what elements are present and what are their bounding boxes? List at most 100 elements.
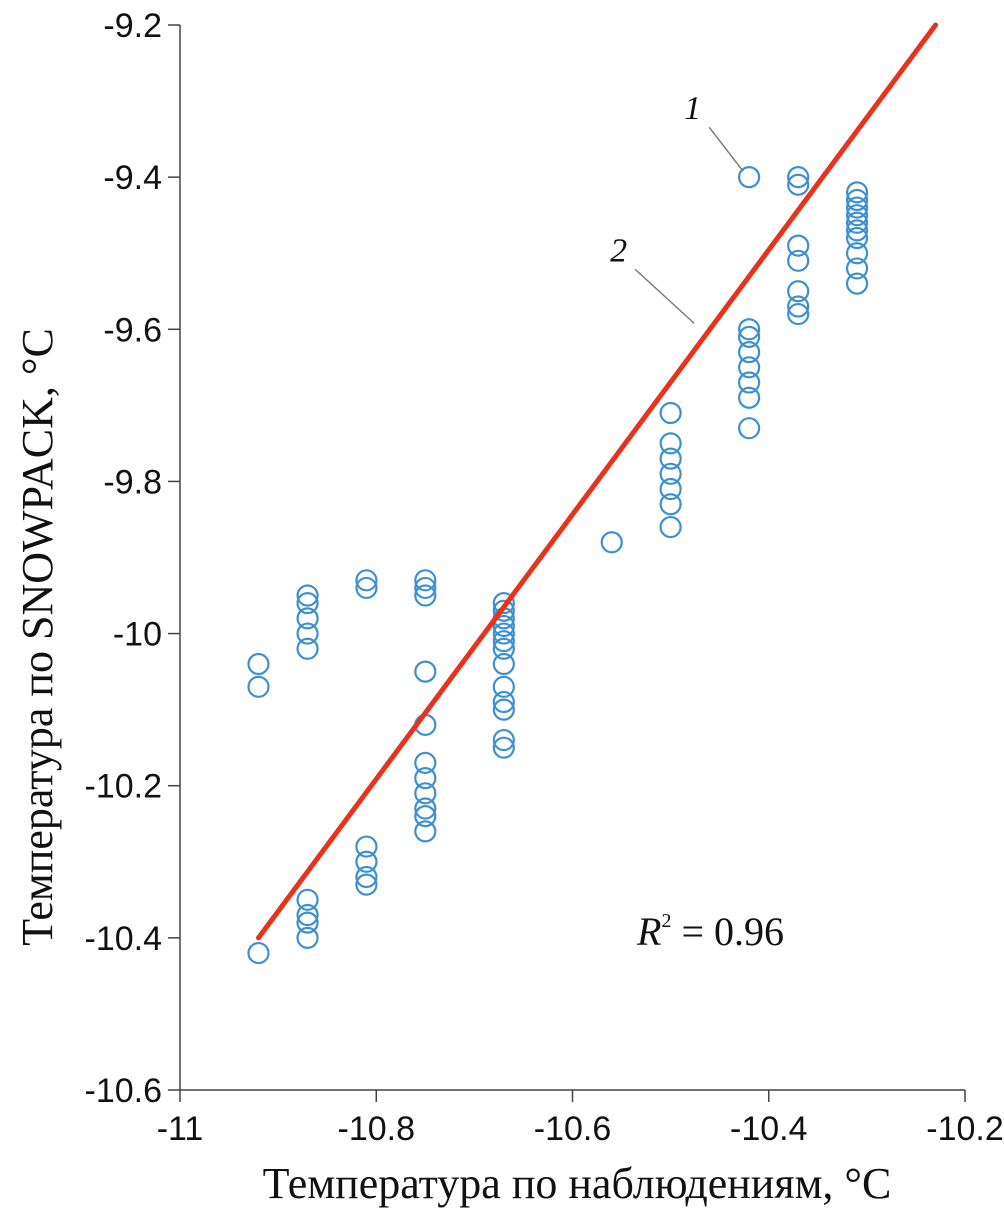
y-tick-label: -9.8 bbox=[103, 463, 162, 501]
data-point bbox=[659, 462, 682, 485]
data-point bbox=[738, 166, 761, 189]
data-point bbox=[355, 850, 378, 873]
data-point bbox=[787, 280, 810, 303]
data-point bbox=[492, 630, 515, 653]
data-point bbox=[659, 493, 682, 516]
data-point bbox=[247, 652, 270, 676]
data-point bbox=[492, 728, 515, 752]
r-squared-superscript: 2 bbox=[661, 910, 671, 932]
annotations: 12 bbox=[610, 90, 744, 324]
data-point bbox=[296, 607, 319, 630]
data-point bbox=[659, 432, 682, 455]
x-axis-ticks: -11 -10.8 -10.6 -10.4 -10.2 bbox=[157, 1090, 1004, 1148]
y-tick-label: -10.6 bbox=[85, 1072, 163, 1110]
data-point bbox=[845, 204, 869, 227]
r-squared-label: R2 = 0.96 bbox=[636, 909, 784, 954]
data-point bbox=[296, 911, 319, 934]
data-point bbox=[414, 576, 437, 600]
data-point bbox=[247, 675, 270, 698]
y-tick-label: -10.2 bbox=[85, 768, 163, 806]
data-point bbox=[738, 341, 761, 364]
annotation-leader bbox=[708, 126, 744, 172]
data-point bbox=[600, 531, 623, 554]
data-point bbox=[355, 873, 378, 896]
data-point bbox=[659, 447, 682, 470]
data-point bbox=[738, 318, 761, 341]
data-point bbox=[414, 569, 437, 592]
data-point bbox=[355, 576, 378, 600]
data-point bbox=[296, 592, 319, 615]
data-point bbox=[414, 584, 437, 607]
data-point bbox=[414, 805, 437, 828]
x-tick-label: -10.2 bbox=[926, 1110, 1004, 1148]
y-tick-label: -9.6 bbox=[103, 311, 162, 349]
annotation-label: 2 bbox=[610, 232, 627, 269]
data-point bbox=[492, 736, 515, 759]
data-point bbox=[787, 249, 810, 272]
data-point bbox=[296, 926, 319, 949]
x-tick-label: -11 bbox=[157, 1110, 204, 1148]
data-point bbox=[845, 242, 869, 265]
r-squared-value: = 0.96 bbox=[671, 909, 784, 954]
regression-line bbox=[256, 22, 939, 941]
data-point bbox=[787, 234, 810, 257]
x-tick-label: -10.4 bbox=[730, 1110, 808, 1148]
annotation-leader bbox=[634, 268, 695, 324]
y-axis-ticks: -9.2 -9.4 -9.6 -9.8 -10 -10.2 -10.4 -10.6 bbox=[85, 7, 180, 1110]
data-point bbox=[659, 401, 682, 425]
data-point bbox=[492, 675, 515, 698]
data-point bbox=[738, 325, 761, 348]
data-point bbox=[414, 782, 437, 805]
y-tick-label: -10 bbox=[113, 616, 162, 654]
r-squared-symbol: R bbox=[636, 909, 661, 954]
x-axis-title: Температура по наблюдениям, °C bbox=[263, 1159, 892, 1208]
data-point bbox=[492, 637, 515, 660]
y-tick-label: -10.4 bbox=[85, 920, 163, 958]
data-point bbox=[845, 219, 869, 242]
data-point bbox=[247, 941, 270, 965]
data-point bbox=[492, 622, 515, 645]
data-point bbox=[787, 173, 810, 196]
data-point bbox=[296, 637, 319, 660]
data-point bbox=[492, 599, 515, 622]
data-point bbox=[787, 302, 810, 326]
x-tick-label: -10.8 bbox=[338, 1110, 416, 1148]
annotation-label: 1 bbox=[684, 90, 701, 127]
data-point bbox=[414, 767, 437, 790]
data-point bbox=[414, 797, 437, 820]
data-point bbox=[845, 196, 869, 219]
data-point bbox=[414, 660, 437, 683]
data-point bbox=[787, 166, 810, 189]
data-point bbox=[355, 865, 378, 889]
data-point bbox=[492, 592, 515, 615]
x-tick-label: -10.6 bbox=[534, 1110, 612, 1148]
data-point bbox=[787, 295, 810, 318]
data-point bbox=[845, 181, 869, 204]
data-point bbox=[414, 751, 437, 774]
data-point bbox=[355, 569, 378, 592]
data-point bbox=[492, 698, 515, 721]
data-point bbox=[296, 903, 319, 927]
data-point bbox=[845, 257, 869, 280]
data-point bbox=[845, 272, 869, 295]
data-point bbox=[414, 820, 437, 843]
data-point bbox=[845, 226, 869, 250]
data-point bbox=[738, 371, 761, 394]
data-point bbox=[659, 515, 682, 539]
data-point bbox=[492, 614, 515, 638]
data-point bbox=[738, 417, 761, 440]
data-point bbox=[296, 584, 319, 607]
data-point bbox=[659, 477, 682, 501]
data-point bbox=[296, 888, 319, 911]
data-point bbox=[492, 690, 515, 714]
data-point bbox=[492, 652, 515, 676]
axes bbox=[179, 25, 965, 1091]
y-axis-title: Температура по SNOWPACK, °C bbox=[13, 328, 62, 946]
data-point bbox=[845, 211, 869, 234]
y-tick-label: -9.2 bbox=[103, 7, 162, 45]
y-tick-label: -9.4 bbox=[103, 159, 162, 197]
data-point bbox=[296, 622, 319, 645]
data-point bbox=[845, 188, 869, 212]
data-point bbox=[738, 356, 761, 379]
